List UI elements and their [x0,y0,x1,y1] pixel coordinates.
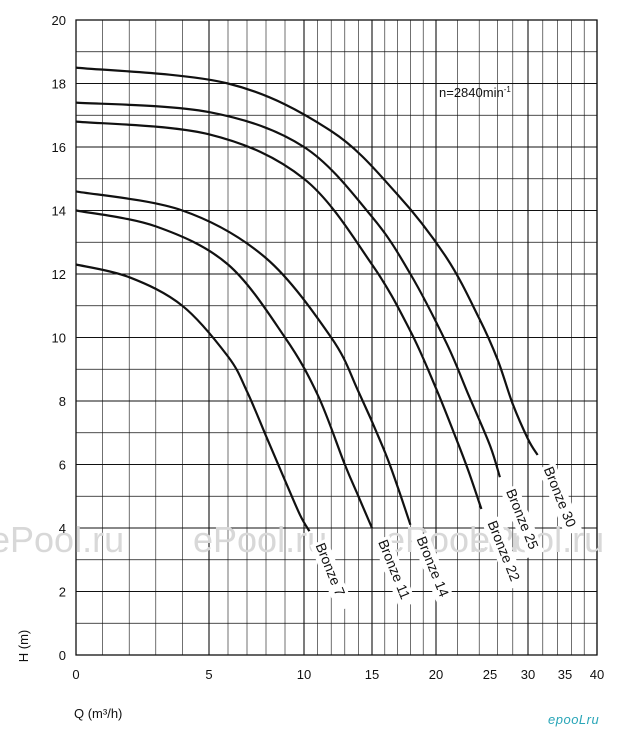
curve-label-bg [411,532,455,606]
curve-label-group: Bronze 7 [310,538,354,612]
site-logo: epooLru [548,712,599,727]
curve-label-bg [500,484,545,558]
y-tick-label: 4 [59,521,66,536]
watermark-text: ePool.ru [193,519,327,560]
pump-curve [75,209,374,529]
x-tick-label: 40 [590,667,604,682]
y-tick-label: 0 [59,648,66,663]
y-tick-label: 14 [52,204,66,219]
curve-label: Bronze 7 [313,540,349,598]
pump-curve [75,263,311,532]
y-tick-label: 20 [52,13,66,28]
pump-curve [75,101,501,478]
x-tick-labels: 0 5 10 15 20 25 30 35 40 [72,667,604,682]
x-tick-label: 30 [521,667,535,682]
y-tick-label: 10 [52,331,66,346]
x-tick-label: 35 [558,667,572,682]
y-axis-label: H (m) [16,630,31,663]
x-tick-label: 10 [297,667,311,682]
y-tick-label: 16 [52,140,66,155]
curve-label-bg [538,462,582,536]
y-tick-label: 18 [52,77,66,92]
x-tick-label: 25 [483,667,497,682]
speed-annotation: n=2840min-1 [439,85,511,100]
y-tick-label: 2 [59,585,66,600]
watermark-text: ePool.ru [0,519,124,560]
pump-curve [75,120,483,510]
curve-label-bg [482,516,526,590]
x-axis-label: Q (m³/h) [74,706,122,721]
y-tick-label: 12 [52,267,66,282]
x-tick-label: 5 [205,667,212,682]
pump-curves [75,66,539,532]
pump-curve [75,190,412,526]
y-tick-label: 6 [59,458,66,473]
x-tick-label: 0 [72,667,79,682]
x-tick-label: 20 [429,667,443,682]
y-tick-labels: 0 2 4 6 8 10 12 14 16 18 20 [52,13,66,663]
curve-label-bg [310,538,354,612]
pump-curve [75,66,539,456]
curve-label-bg [372,535,417,609]
x-tick-label: 15 [365,667,379,682]
y-tick-label: 8 [59,394,66,409]
